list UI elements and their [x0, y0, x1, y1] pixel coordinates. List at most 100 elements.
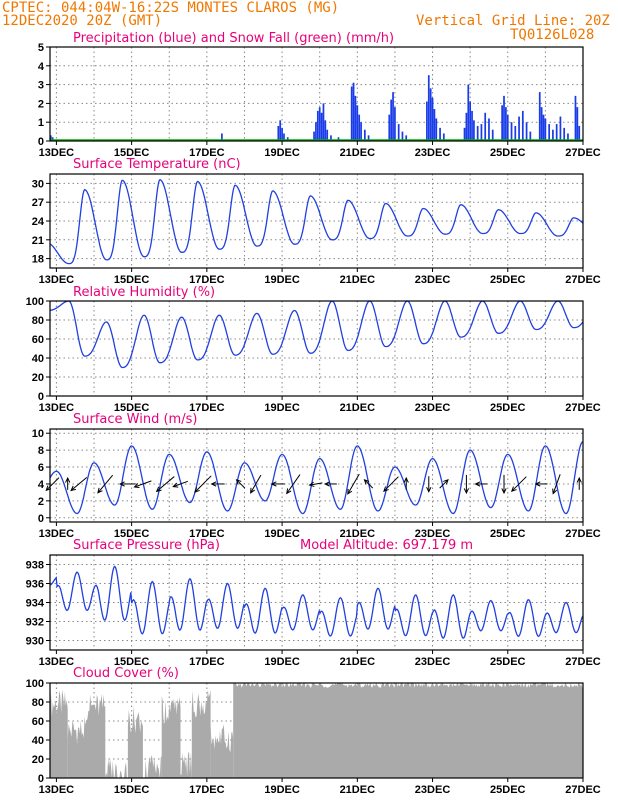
wind-arrow-head [70, 485, 77, 492]
wind-arrow-head [308, 481, 315, 487]
precip-bar [367, 135, 370, 141]
y-tick-label: 4 [38, 479, 45, 491]
x-tick-label: 13DEC [39, 784, 75, 796]
precip-bar [221, 133, 223, 141]
y-tick-label: 21 [32, 235, 44, 247]
wind-arrow-head [323, 481, 330, 487]
x-tick-label: 21DEC [340, 274, 376, 286]
precip-bar [559, 116, 562, 141]
x-tick-label: 13DEC [39, 274, 75, 286]
precip-bar [503, 95, 505, 141]
header: CPTEC: 044:04W-16:22S MONTES CLAROS (MG)… [2, 0, 610, 43]
precip-bar [392, 92, 394, 141]
model-altitude: Model Altitude: 697.179 m [300, 538, 473, 553]
x-tick-label: 27DEC [565, 402, 601, 414]
series-line [49, 178, 584, 265]
precip-bar [471, 110, 473, 141]
y-tick-label: 40 [32, 353, 44, 365]
wind-arrow [439, 479, 449, 489]
x-tick-label: 21DEC [340, 528, 376, 540]
x-tick-label: 17DEC [189, 656, 225, 668]
cloud-area [233, 683, 584, 778]
run-time: 12DEC2020 20Z (GMT) [2, 13, 162, 29]
wind-arrow [156, 476, 175, 492]
precip-bar [315, 122, 317, 141]
precip-bar [480, 124, 483, 141]
precip-bar [538, 92, 541, 141]
precip-bar [326, 129, 329, 141]
wind-arrow-head [363, 478, 370, 485]
y-tick-label: 100 [26, 678, 44, 690]
series-line [49, 441, 584, 515]
y-tick-label: 24 [32, 216, 45, 228]
x-tick-label: 21DEC [340, 402, 376, 414]
precip-bar [405, 135, 408, 141]
precip-bar [548, 124, 551, 141]
panel-frame [49, 682, 584, 779]
precip-bar [476, 125, 479, 141]
y-tick-label: 60 [32, 716, 44, 728]
x-tick-label: 15DEC [114, 528, 150, 540]
precip-bar [467, 84, 470, 141]
precip-bar [506, 114, 509, 141]
precip-bar [518, 116, 520, 141]
y-tick-label: 0 [38, 391, 44, 403]
x-tick-label: 15DEC [114, 784, 150, 796]
station-line: CPTEC: 044:04W-16:22S MONTES CLAROS (MG) [2, 0, 339, 16]
precip-bar [354, 95, 357, 141]
grid-note: Vertical Grid Line: 20Z [416, 13, 610, 29]
precip-bar [484, 112, 487, 141]
precip-bar [49, 135, 52, 141]
y-tick-label: 27 [32, 197, 44, 209]
x-tick-label: 19DEC [264, 656, 300, 668]
y-tick-label: 0 [38, 136, 44, 148]
wind-arrow-head [194, 487, 200, 493]
precip-bar [574, 95, 577, 141]
x-tick-label: 15DEC [114, 656, 150, 668]
precip-bar [469, 101, 472, 141]
precip-bar [463, 127, 466, 141]
wind-arrow-head [155, 486, 162, 493]
x-tick-label: 27DEC [565, 147, 601, 159]
y-tick-label: 100 [26, 296, 44, 308]
wind-arrow [173, 480, 188, 488]
wind-arrow-head [347, 488, 353, 495]
precip-bar [567, 133, 569, 141]
wind-arrow-head [403, 476, 409, 483]
wind-arrow-head [443, 478, 449, 485]
x-tick-label: 23DEC [415, 528, 451, 540]
precip-bar [313, 131, 315, 141]
x-tick-label: 27DEC [565, 656, 601, 668]
panel-title: Surface Wind (m/s) [73, 412, 197, 427]
precip-bar [283, 133, 285, 141]
y-tick-label: 2 [38, 98, 44, 110]
wind-arrow [250, 474, 262, 494]
panel-5: Surface Pressure (hPa) Model Altitude: 69… [26, 538, 601, 668]
precip-bar [435, 118, 438, 141]
precip-bar [330, 135, 332, 141]
precip-bar [505, 107, 507, 141]
panel-frame [49, 428, 584, 523]
precip-bar [388, 114, 391, 141]
precip-bar [540, 107, 543, 141]
precip-bar [578, 125, 581, 141]
panel-3: Relative Humidity (%) 0 20 40 60 80 100 13DEC 15… [26, 285, 601, 414]
wind-arrow-head [97, 487, 103, 494]
x-tick-label: 25DEC [490, 656, 526, 668]
cloud-area [86, 693, 106, 778]
y-tick-label: 6 [38, 462, 44, 474]
precip-bar [542, 114, 545, 141]
wind-arrow [364, 479, 374, 489]
precip-bar [279, 120, 282, 141]
wind-arrow-head [118, 481, 125, 487]
wind-arrow [236, 479, 246, 489]
x-tick-label: 19DEC [264, 402, 300, 414]
x-tick-label: 17DEC [189, 274, 225, 286]
y-tick-label: 60 [32, 334, 44, 346]
x-tick-label: 19DEC [264, 147, 300, 159]
y-tick-label: 1 [38, 117, 44, 129]
precip-bar [576, 107, 579, 141]
precip-bar [544, 118, 547, 141]
panel-frame [49, 554, 584, 651]
series-line [49, 300, 584, 369]
